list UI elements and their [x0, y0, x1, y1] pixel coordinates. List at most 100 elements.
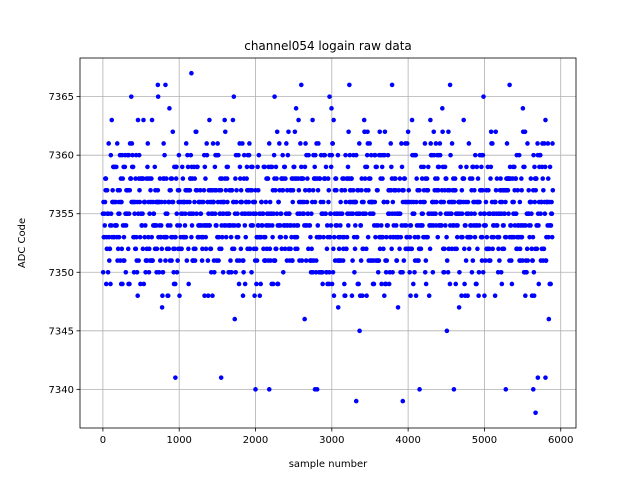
data-point	[269, 164, 275, 170]
data-point	[528, 223, 533, 228]
data-point	[531, 293, 537, 298]
data-point	[271, 152, 277, 158]
data-point	[436, 164, 442, 170]
data-point	[122, 164, 128, 170]
data-point	[146, 234, 151, 240]
data-point	[513, 176, 519, 181]
data-point	[517, 246, 523, 252]
data-point	[162, 199, 168, 205]
data-point	[142, 199, 148, 205]
data-point-outlier	[503, 387, 509, 392]
data-point	[542, 164, 548, 170]
data-point	[273, 164, 279, 170]
data-point-outlier	[298, 82, 304, 88]
data-point	[103, 281, 109, 287]
data-point	[442, 164, 448, 170]
data-point	[106, 141, 111, 146]
data-point	[304, 199, 310, 205]
data-point	[519, 234, 525, 240]
data-point	[168, 188, 173, 193]
data-point-outlier	[189, 70, 194, 76]
data-point	[494, 176, 500, 181]
data-point	[333, 176, 339, 181]
data-point	[119, 246, 125, 252]
x-axis-label: sample number	[289, 459, 368, 470]
data-point	[236, 281, 242, 287]
data-point	[121, 258, 127, 263]
data-point	[117, 188, 122, 193]
data-point	[362, 176, 368, 181]
data-point	[203, 246, 209, 252]
data-point	[491, 234, 496, 240]
data-point	[249, 188, 255, 193]
data-point	[136, 152, 142, 158]
data-point-outlier	[312, 387, 318, 392]
data-point	[503, 199, 508, 205]
data-point	[282, 246, 288, 252]
data-point	[149, 176, 154, 181]
data-point	[128, 94, 134, 99]
data-point	[300, 176, 306, 181]
data-point	[287, 211, 292, 217]
data-point	[128, 176, 134, 181]
data-point	[254, 281, 259, 287]
data-point	[166, 246, 172, 252]
data-point	[282, 164, 288, 170]
data-point	[444, 258, 450, 263]
data-point	[372, 152, 378, 158]
data-point	[383, 269, 389, 275]
data-point	[523, 293, 528, 298]
data-point	[472, 152, 478, 158]
data-point	[134, 269, 140, 275]
data-point	[161, 141, 166, 146]
data-point	[466, 246, 472, 252]
data-point	[143, 269, 148, 275]
data-point	[330, 269, 336, 275]
data-point	[278, 234, 284, 240]
data-point	[313, 258, 319, 263]
data-point	[463, 258, 469, 263]
data-point	[320, 199, 326, 205]
data-point	[280, 188, 286, 193]
data-point	[283, 234, 289, 240]
data-point	[413, 152, 419, 158]
data-point	[492, 293, 498, 298]
data-point	[386, 281, 392, 287]
data-point	[466, 141, 472, 146]
data-point	[353, 152, 359, 158]
data-point	[401, 258, 407, 263]
data-point	[241, 152, 247, 158]
data-point	[323, 211, 329, 217]
data-point	[226, 211, 232, 217]
data-point	[345, 164, 351, 170]
data-point-outlier	[327, 94, 332, 99]
data-point	[523, 223, 528, 228]
x-axis: 0 1000 2000 3000 4000 5000 6000	[100, 428, 573, 446]
data-point	[189, 234, 194, 240]
data-point	[520, 258, 525, 263]
data-point	[543, 258, 549, 263]
data-point	[440, 129, 445, 135]
data-point	[503, 234, 509, 240]
data-point	[165, 293, 171, 298]
data-point	[290, 188, 296, 193]
data-point	[205, 293, 211, 298]
y-tick-label: 7355	[49, 209, 74, 220]
data-point	[401, 188, 406, 193]
data-point	[184, 258, 190, 263]
data-point	[390, 199, 396, 205]
data-point	[237, 176, 243, 181]
data-point	[228, 234, 234, 240]
data-point	[529, 211, 534, 217]
data-point	[125, 246, 131, 252]
data-point	[375, 188, 380, 193]
data-point	[288, 246, 293, 252]
data-point	[284, 141, 289, 146]
data-point	[190, 211, 196, 217]
data-point	[463, 223, 468, 228]
data-point	[367, 176, 373, 181]
data-point	[470, 164, 476, 170]
data-point	[487, 258, 493, 263]
data-point	[307, 188, 312, 193]
data-point	[409, 117, 415, 123]
